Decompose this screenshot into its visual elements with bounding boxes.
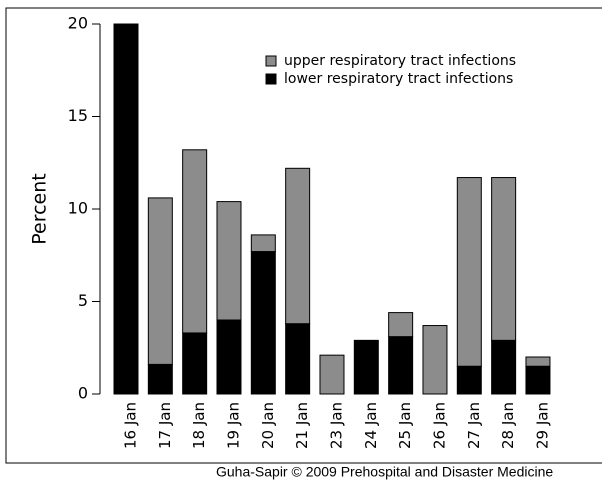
- x-tick-label: 17 Jan: [156, 402, 174, 449]
- bar-segment: [525, 356, 551, 367]
- bar-segment: [388, 312, 414, 338]
- legend-label: upper respiratory tract infections: [284, 53, 516, 69]
- bar-segment: [422, 325, 448, 395]
- bar-segment: [250, 234, 276, 253]
- x-tick-label: 21 Jan: [293, 402, 311, 449]
- bar-segment: [250, 251, 276, 395]
- x-tick-label: 19 Jan: [224, 402, 242, 449]
- x-tick-label: 18 Jan: [190, 402, 208, 449]
- bar-segment: [388, 336, 414, 395]
- legend-label: lower respiratory tract infections: [284, 71, 513, 87]
- bar-segment: [147, 197, 173, 365]
- bar-segment: [491, 339, 517, 395]
- x-tick-label: 29 Jan: [533, 402, 551, 449]
- x-tick-label: 20 Jan: [259, 402, 277, 449]
- frame: [5, 7, 602, 464]
- bar-segment: [319, 354, 345, 395]
- bar-segment: [491, 177, 517, 341]
- bar-segment: [216, 319, 242, 395]
- bar-segment: [525, 365, 551, 395]
- x-tick-label: 24 Jan: [362, 402, 380, 449]
- bar-segment: [456, 177, 482, 367]
- x-tick-label: 28 Jan: [499, 402, 517, 449]
- x-tick-label: 27 Jan: [465, 402, 483, 449]
- x-tick-label: 26 Jan: [430, 402, 448, 449]
- y-tick-label: 15: [68, 106, 88, 125]
- bar-segment: [216, 201, 242, 321]
- legend-swatch: [265, 55, 277, 67]
- bar-segment: [113, 23, 139, 395]
- y-tick-label: 5: [78, 291, 88, 310]
- bar-segment: [182, 332, 208, 395]
- bar-segment: [147, 363, 173, 395]
- legend-swatch: [265, 73, 277, 85]
- y-tick-label: 10: [68, 199, 88, 218]
- x-tick-label: 16 Jan: [122, 402, 140, 449]
- y-tick-label: 20: [68, 14, 88, 33]
- x-tick-label: 23 Jan: [327, 402, 345, 449]
- x-tick-label: 25 Jan: [396, 402, 414, 449]
- y-tick-label: 0: [78, 384, 88, 403]
- bar-segment: [285, 323, 311, 395]
- bar-segment: [456, 365, 482, 395]
- credit: Guha-Sapir © 2009 Prehospital and Disast…: [216, 464, 553, 480]
- bar-segment: [353, 339, 379, 395]
- bar-segment: [182, 149, 208, 334]
- y-axis-label: Percent: [29, 173, 51, 245]
- bar-segment: [285, 167, 311, 325]
